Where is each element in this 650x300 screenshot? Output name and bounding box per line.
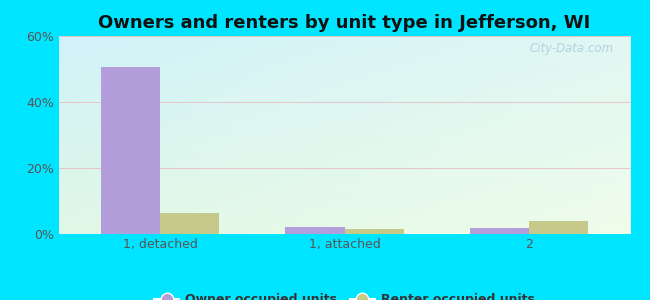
Text: City-Data.com: City-Data.com (529, 42, 614, 55)
Bar (529, 221, 588, 234)
Bar (101, 68, 160, 234)
Bar (160, 212, 219, 234)
Legend: Owner occupied units, Renter occupied units: Owner occupied units, Renter occupied un… (149, 288, 540, 300)
Bar (285, 227, 345, 234)
Title: Owners and renters by unit type in Jefferson, WI: Owners and renters by unit type in Jeffe… (98, 14, 591, 32)
Bar (344, 229, 404, 234)
Bar (470, 228, 529, 234)
